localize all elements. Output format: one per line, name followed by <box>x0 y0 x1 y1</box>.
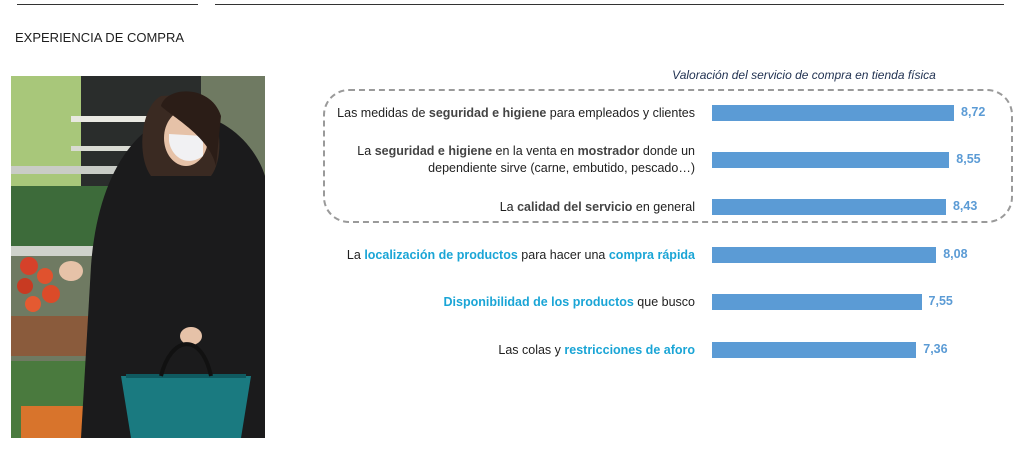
bar <box>712 247 937 263</box>
category-label-segment: La <box>346 247 365 262</box>
top-rule-right <box>215 4 1004 5</box>
bar-value-label: 8,08 <box>943 247 968 261</box>
category-label-segment: compra rápida <box>608 247 695 262</box>
category-label-segment: en general <box>632 199 695 214</box>
category-label-segment: localización de productos <box>364 247 518 262</box>
chart-title: Valoración del servicio de compra en tie… <box>672 68 936 82</box>
bar <box>712 152 950 168</box>
category-label-segment: en la venta en <box>492 144 578 158</box>
section-title: EXPERIENCIA DE COMPRA <box>15 30 185 45</box>
category-label-segment: para empleados y clientes <box>546 105 695 120</box>
bar <box>712 342 917 358</box>
category-label-segment: que busco <box>633 294 695 309</box>
bar-value-label: 7,36 <box>923 342 948 356</box>
category-label-segment: La <box>357 144 375 158</box>
category-label-segment: calidad del servicio <box>517 199 633 214</box>
category-label-segment: seguridad e higiene <box>428 105 547 120</box>
bar-value-label: 8,72 <box>961 105 986 119</box>
bar <box>712 105 954 121</box>
category-label-segment: Disponibilidad de los productos <box>443 294 634 309</box>
category-label: Las medidas de seguridad e higiene para … <box>330 105 695 122</box>
shopping-photo <box>11 76 265 438</box>
category-label: La calidad del servicio en general <box>330 199 695 216</box>
category-label-segment: restricciones de aforo <box>564 342 695 357</box>
category-label-segment: mostrador <box>577 144 640 158</box>
category-label: Disponibilidad de los productos que busc… <box>330 294 695 311</box>
category-label-segment: Las colas y <box>498 342 565 357</box>
bar-value-label: 7,55 <box>928 294 953 308</box>
category-label-segment: La <box>499 199 518 214</box>
category-label-segment: seguridad e higiene <box>374 144 493 158</box>
category-label-segment: donde un dependiente sirve (carne, embut… <box>428 144 695 175</box>
category-label: La seguridad e higiene en la venta en mo… <box>330 143 695 177</box>
highlight-group-box <box>323 89 1013 223</box>
category-label: Las colas y restricciones de aforo <box>330 342 695 359</box>
bar-value-label: 8,55 <box>956 152 981 166</box>
bar-value-label: 8,43 <box>952 199 978 213</box>
bar <box>712 294 922 310</box>
category-label-segment: para hacer una <box>517 247 609 262</box>
top-rule-left <box>17 4 198 5</box>
category-label: La localización de productos para hacer … <box>330 247 695 264</box>
bar <box>712 199 946 215</box>
category-label-segment: Las medidas de <box>337 105 429 120</box>
